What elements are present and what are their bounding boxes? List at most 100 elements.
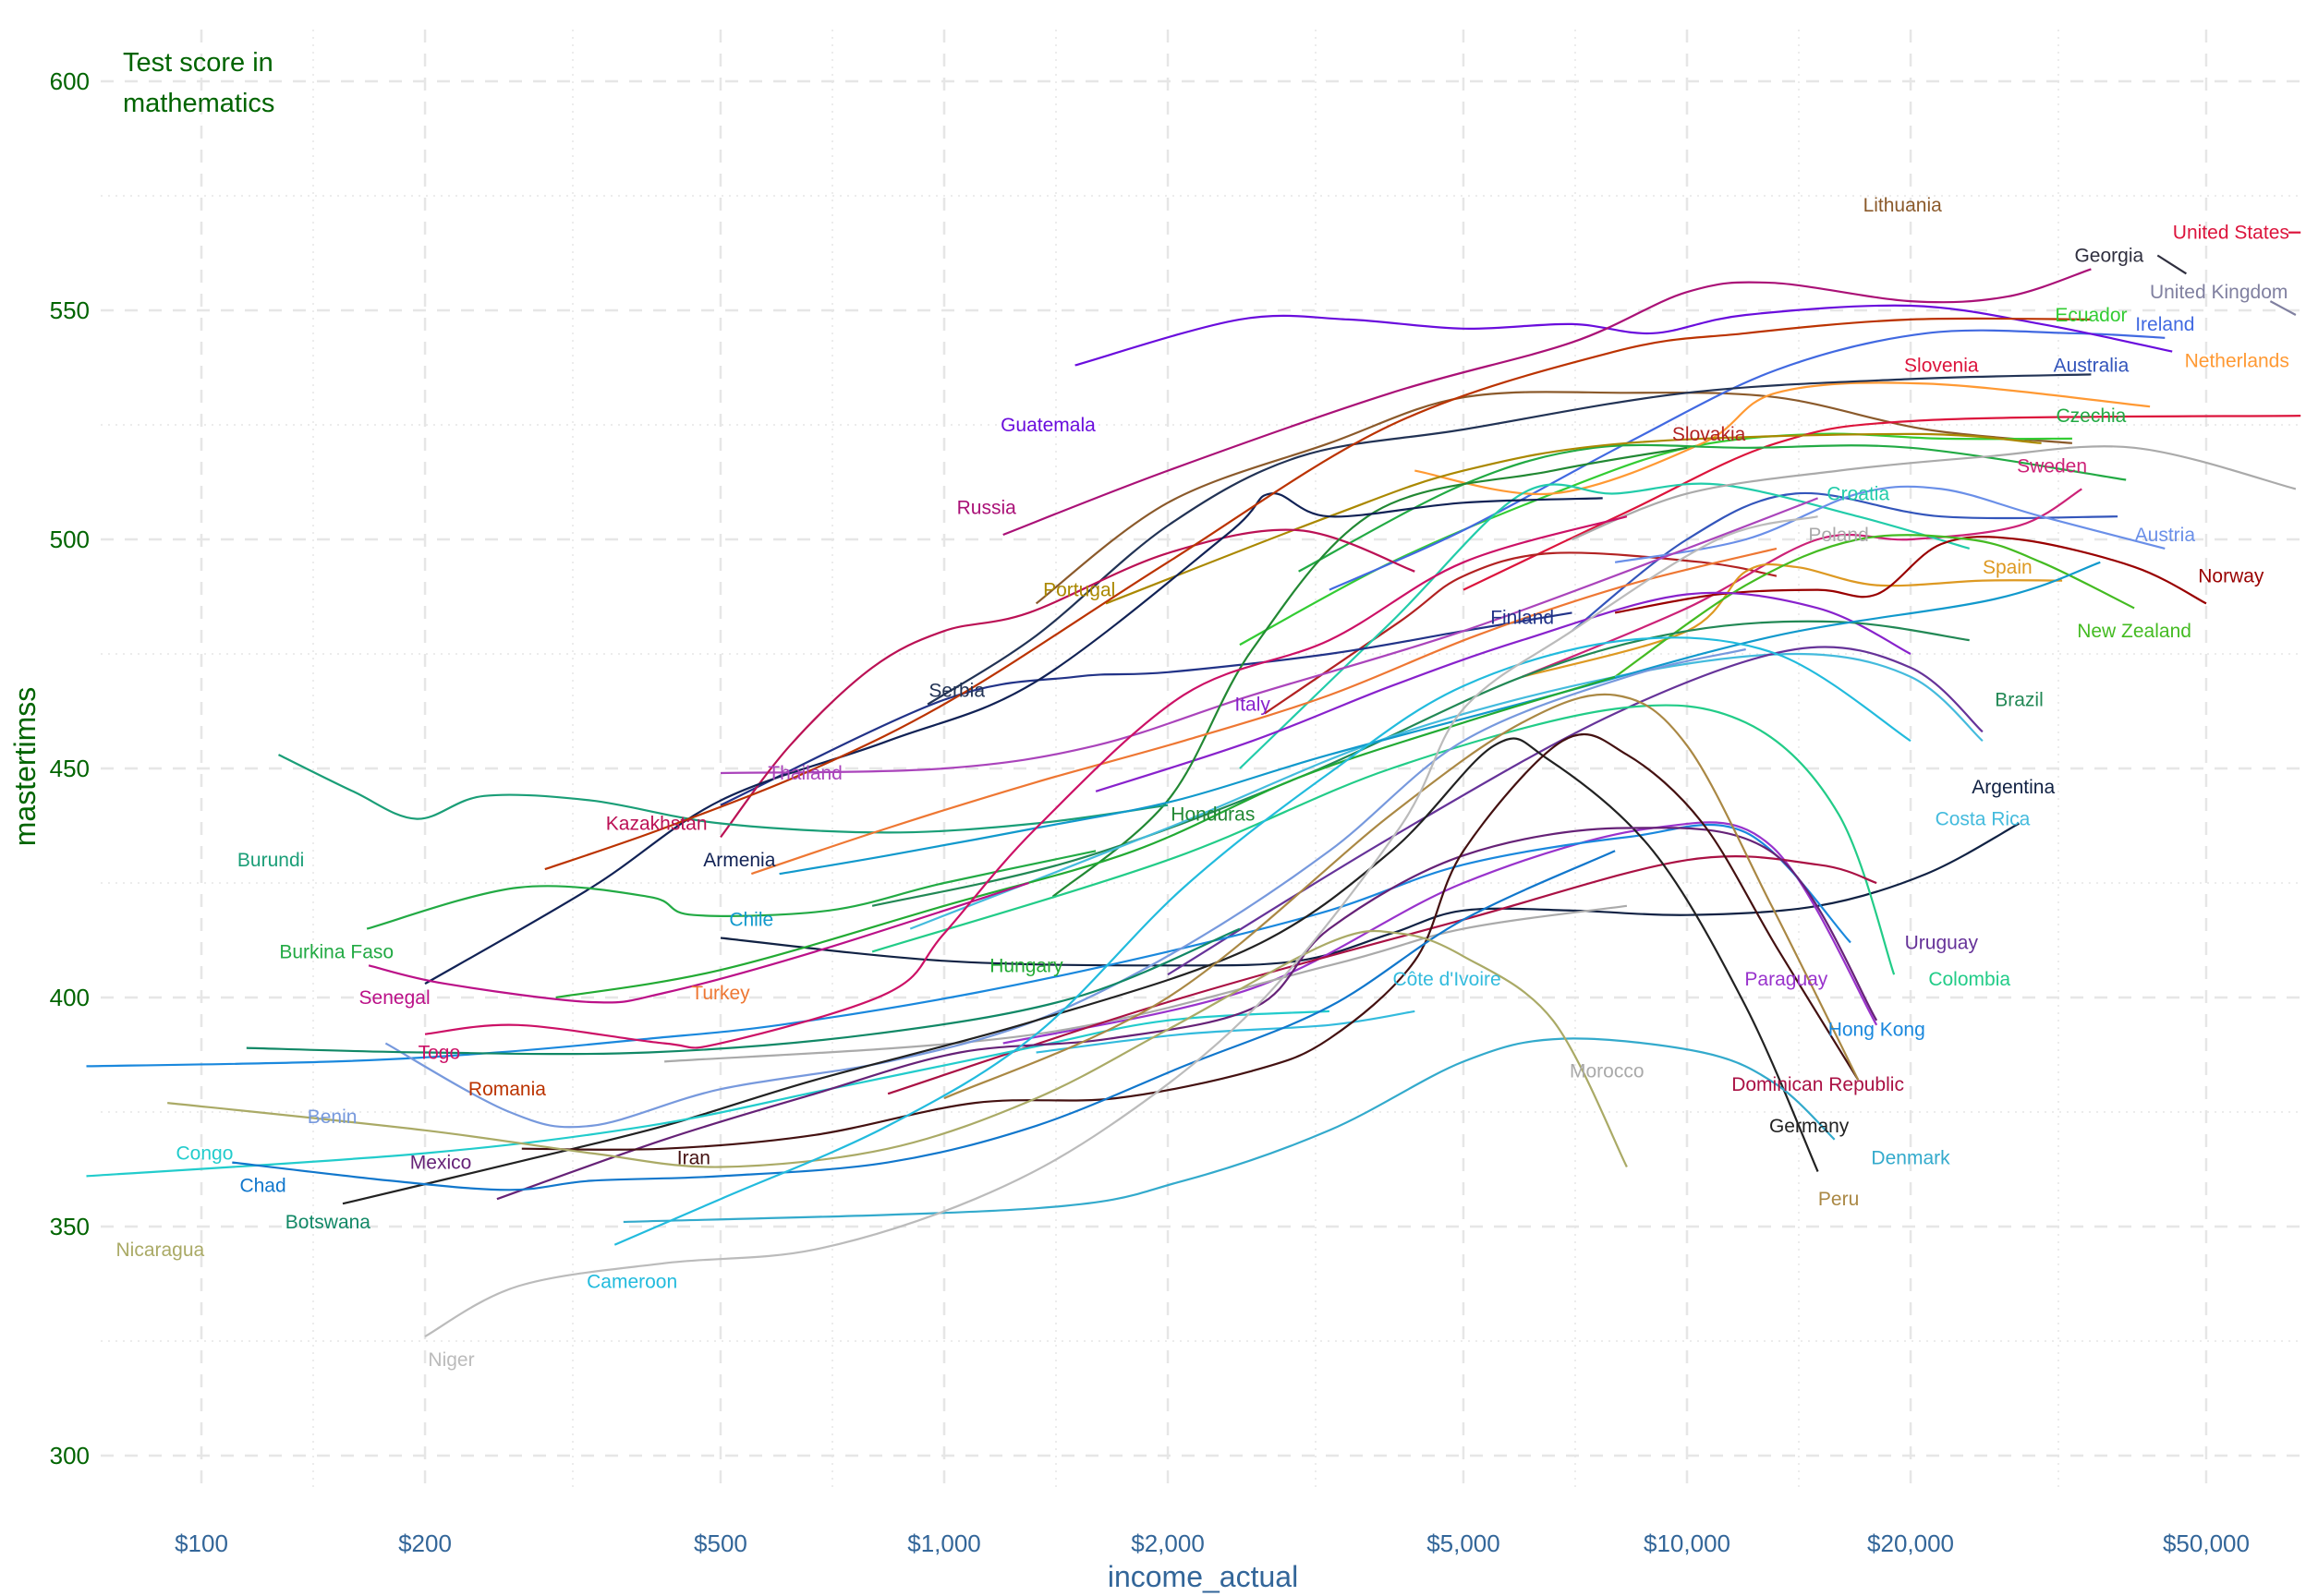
x-tick-label: $5,000 [1426,1530,1500,1557]
country-label-brazil: Brazil [1995,690,2044,711]
country-label-hungary: Hungary [989,955,1063,976]
series-line-burkina-faso [366,850,1097,930]
series-line-denmark [623,1037,1836,1224]
series-line-morocco [664,904,1628,1063]
y-tick-label: 550 [50,296,90,324]
x-tick-label: $100 [175,1530,228,1557]
series-line-czechia [1298,443,2127,573]
x-tick-label: $500 [694,1530,747,1557]
country-label-russia: Russia [957,497,1017,518]
series-line-thailand [720,497,1818,775]
series-line-iran [521,732,1860,1151]
country-label-romania: Romania [468,1079,546,1100]
x-axis-title: income_actual [1108,1560,1298,1593]
series-line-romania [544,317,2092,871]
series-line-croatia [1239,482,1971,769]
series-line-kazakhstan [720,528,1415,839]
series-line-congo [86,1010,1329,1178]
x-axis-ticks: $100 $200 $500 $1,000 $2,000 $5,000 $10,000 $20… [175,1530,2250,1557]
country-label-portugal: Portugal [1043,580,1115,601]
series-line-new-zealand [1614,534,2135,678]
country-label-netherlands: Netherlands [2185,351,2289,372]
country-label-slovenia: Slovenia [1904,356,1979,377]
series-line-argentina [720,822,2021,967]
y-axis-ticks: 300 350 400 450 500 550 600 [50,67,90,1469]
country-label-ireland: Ireland [2135,314,2194,335]
country-label-austria: Austria [2135,525,2196,546]
series-line-peru [943,693,1860,1100]
series-line-senegal [368,881,1029,1004]
y-tick-label: 300 [50,1442,90,1469]
country-label-denmark: Denmark [1871,1148,1950,1169]
country-label-czechia: Czechia [2056,405,2126,427]
series-lines [86,231,2301,1337]
country-label-uruguay: Uruguay [1905,932,1979,953]
series-line-slovenia [1462,415,2301,591]
country-label-norway: Norway [2198,566,2264,587]
series-line-uruguay [1167,646,1984,976]
country-label-benin: Benin [308,1106,358,1128]
series-line-botswana [246,927,1241,1056]
country-label-australia: Australia [2054,356,2130,377]
series-line-serbia [927,373,2092,706]
country-label-senegal: Senegal [359,987,431,1009]
country-label-lithuania: Lithuania [1863,195,1943,216]
country-label-chad: Chad [239,1175,285,1196]
series-line-slovakia [1264,551,1778,715]
country-label-niger: Niger [428,1349,474,1371]
country-label-ecuador: Ecuador [2055,305,2127,326]
country-label-paraguay: Paraguay [1744,969,1827,990]
y-tick-label: 600 [50,67,90,95]
series-line-chile [779,561,2101,876]
y-tick-label: 450 [50,755,90,782]
series-line-colombia [871,704,1896,975]
series-line-turkey [750,547,1778,876]
country-label-hong-kong: Hong Kong [1828,1020,1925,1041]
country-label-sweden: Sweden [2017,456,2087,478]
country-label-botswana: Botswana [285,1212,371,1233]
x-tick-label: $2,000 [1131,1530,1205,1557]
country-label-morocco: Morocco [1570,1060,1645,1082]
country-label-togo: Togo [419,1043,461,1064]
country-label-turkey: Turkey [691,983,750,1004]
series-line-hong-kong [86,823,1851,1068]
country-label-germany: Germany [1769,1116,1850,1137]
country-label-dominican-republic: Dominican Republic [1731,1074,1904,1095]
country-labels: Lithuania United States Georgia United King… [115,195,2288,1371]
x-tick-label: $50,000 [2163,1530,2250,1557]
country-label-finland: Finland [1490,607,1554,628]
x-tick-label: $1,000 [907,1530,981,1557]
y-axis-title: mastertimss [8,687,42,846]
series-line-lithuania [1035,391,2072,605]
y-tick-label: 500 [50,526,90,553]
x-tick-label: $200 [398,1530,452,1557]
country-label-thailand: Thailand [768,763,843,784]
series-line-burundi [278,754,1169,834]
country-label-poland: Poland [1808,525,1868,546]
country-label-cameroon: Cameroon [587,1272,677,1293]
y-tick-label: 350 [50,1213,90,1240]
series-line-australia [1571,491,2118,633]
country-label-nicaragua: Nicaragua [115,1239,204,1261]
country-label-costa-rica: Costa Rica [1936,809,2031,830]
series-line-poland [1572,445,2297,541]
series-line-cameroon [613,636,1912,1246]
country-label-honduras: Honduras [1171,804,1255,826]
series-line-nicaragua [167,929,1628,1168]
country-label-croatia: Croatia [1827,483,1889,504]
country-label-congo: Congo [176,1143,234,1165]
series-line-armenia [424,492,1603,985]
series-line-togo [424,515,1628,1049]
country-label-spain: Spain [1983,557,2033,578]
chart-title-line1: Test score in [123,48,273,78]
country-label-kazakhstan: Kazakhstan [606,814,708,835]
country-label-armenia: Armenia [703,850,776,871]
country-label-new-zealand: New Zealand [2077,621,2191,642]
series-line-niger [424,515,1818,1337]
series-line-austria [1614,485,2166,563]
country-label-chile: Chile [729,910,773,931]
series-line-sweden [1522,488,2082,678]
series-line-ecuador [1239,432,2072,647]
x-tick-label: $20,000 [1867,1530,1954,1557]
series-line-costa-rica [909,652,1984,930]
